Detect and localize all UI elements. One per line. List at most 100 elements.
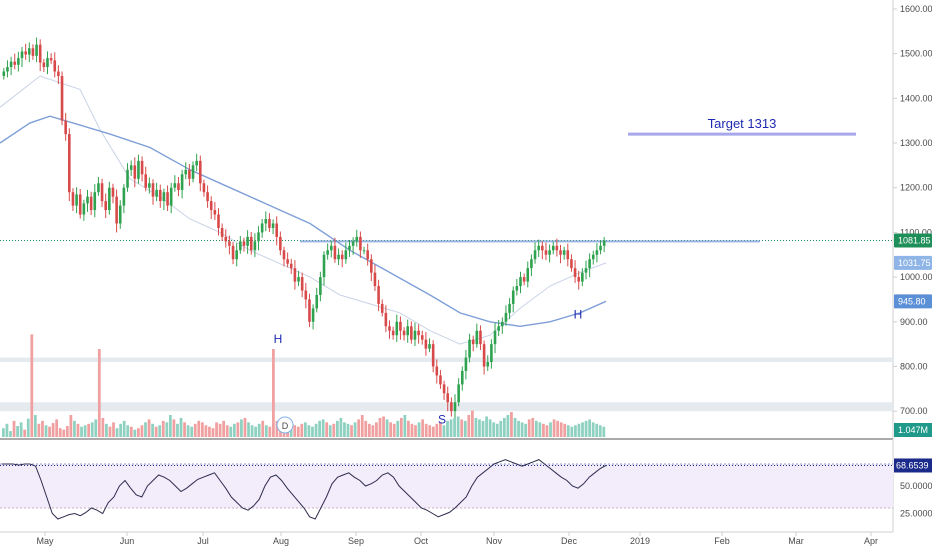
candle-body[interactable]: [249, 236, 253, 251]
volume-bar[interactable]: [335, 420, 339, 437]
volume-bar[interactable]: [2, 428, 5, 437]
volume-bar[interactable]: [229, 426, 233, 437]
candle-body[interactable]: [595, 250, 599, 255]
volume-bar[interactable]: [304, 422, 307, 437]
volume-bar[interactable]: [449, 419, 453, 437]
candle-body[interactable]: [581, 272, 584, 282]
volume-bar[interactable]: [520, 422, 524, 437]
candle-body[interactable]: [599, 245, 602, 251]
volume-bar[interactable]: [9, 431, 12, 437]
candle-body[interactable]: [402, 330, 406, 336]
candle-body[interactable]: [562, 250, 566, 255]
volume-bar[interactable]: [407, 420, 410, 437]
candle-body[interactable]: [588, 259, 591, 269]
candle-body[interactable]: [144, 174, 148, 188]
candle-body[interactable]: [78, 194, 82, 215]
volume-bar[interactable]: [101, 417, 105, 437]
candle-body[interactable]: [431, 344, 435, 367]
candle-body[interactable]: [439, 375, 442, 385]
volume-bar[interactable]: [414, 425, 417, 437]
volume-bar[interactable]: [517, 420, 520, 437]
volume-bar[interactable]: [453, 417, 456, 437]
candle-body[interactable]: [260, 223, 264, 233]
volume-bar[interactable]: [591, 422, 595, 437]
candle-body[interactable]: [180, 174, 184, 190]
volume-bar[interactable]: [446, 420, 449, 437]
volume-bar[interactable]: [243, 417, 247, 437]
volume-bar[interactable]: [122, 420, 126, 437]
volume-bar[interactable]: [318, 420, 321, 437]
volume-bar[interactable]: [250, 425, 254, 437]
candle-body[interactable]: [333, 245, 337, 260]
volume-bar[interactable]: [137, 428, 140, 437]
candle-body[interactable]: [395, 321, 399, 336]
candle-body[interactable]: [501, 321, 504, 327]
volume-bar[interactable]: [41, 420, 44, 437]
candle-body[interactable]: [104, 201, 107, 211]
candle-body[interactable]: [544, 250, 548, 255]
volume-bar[interactable]: [126, 425, 130, 437]
candle-body[interactable]: [340, 254, 344, 260]
candle-body[interactable]: [115, 196, 118, 224]
volume-bar[interactable]: [495, 423, 499, 437]
volume-bar[interactable]: [339, 417, 343, 437]
candle-body[interactable]: [446, 393, 450, 403]
candle-body[interactable]: [348, 245, 351, 251]
volume-bar[interactable]: [236, 422, 240, 437]
candle-body[interactable]: [304, 290, 308, 300]
volume-bar[interactable]: [542, 423, 545, 437]
volume-bar[interactable]: [90, 422, 94, 437]
volume-bar[interactable]: [12, 420, 16, 437]
volume-bar[interactable]: [488, 419, 492, 437]
volume-bar[interactable]: [428, 425, 432, 437]
candle-body[interactable]: [584, 268, 588, 273]
volume-bar[interactable]: [357, 419, 361, 437]
candle-body[interactable]: [53, 60, 57, 72]
volume-bar[interactable]: [474, 417, 478, 437]
volume-bar[interactable]: [26, 418, 30, 437]
candle-body[interactable]: [555, 245, 559, 251]
candle-body[interactable]: [424, 339, 428, 349]
candle-body[interactable]: [450, 402, 453, 412]
candle-body[interactable]: [24, 51, 27, 55]
candle-body[interactable]: [391, 330, 395, 336]
volume-bar[interactable]: [144, 422, 147, 437]
candle-body[interactable]: [319, 277, 322, 295]
candle-body[interactable]: [435, 366, 439, 376]
candle-body[interactable]: [64, 120, 67, 135]
volume-bar[interactable]: [346, 423, 350, 437]
candle-body[interactable]: [133, 165, 137, 179]
volume-bar[interactable]: [179, 417, 183, 437]
candle-body[interactable]: [577, 277, 581, 282]
candle-body[interactable]: [413, 330, 417, 340]
volume-bar[interactable]: [33, 415, 37, 437]
volume-bar[interactable]: [353, 422, 357, 437]
candle-body[interactable]: [93, 192, 97, 211]
volume-bar[interactable]: [389, 422, 393, 437]
volume-bar[interactable]: [48, 426, 51, 437]
candle-body[interactable]: [366, 250, 369, 260]
candle-body[interactable]: [169, 187, 173, 206]
candle-body[interactable]: [151, 183, 155, 197]
candle-body[interactable]: [217, 214, 220, 228]
candle-body[interactable]: [541, 245, 544, 251]
volume-bar[interactable]: [538, 422, 542, 437]
candle-body[interactable]: [475, 330, 479, 345]
volume-bar[interactable]: [62, 429, 66, 437]
candle-body[interactable]: [35, 44, 38, 56]
candle-body[interactable]: [497, 326, 500, 331]
volume-bar[interactable]: [254, 426, 258, 437]
candle-body[interactable]: [118, 205, 122, 224]
volume-bar[interactable]: [200, 422, 204, 437]
volume-bar[interactable]: [275, 420, 279, 437]
candle-body[interactable]: [388, 326, 391, 331]
candle-body[interactable]: [122, 187, 126, 206]
volume-bar[interactable]: [439, 422, 442, 437]
candle-body[interactable]: [417, 330, 420, 336]
volume-bar[interactable]: [396, 420, 400, 437]
volume-bar[interactable]: [129, 426, 133, 437]
volume-bar[interactable]: [364, 420, 368, 437]
volume-bar[interactable]: [58, 428, 62, 437]
volume-bar[interactable]: [431, 426, 435, 437]
candle-body[interactable]: [129, 165, 133, 170]
